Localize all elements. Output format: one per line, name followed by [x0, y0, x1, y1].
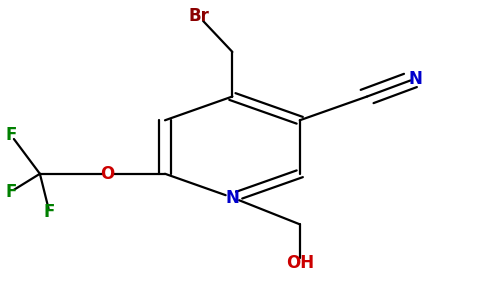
Text: O: O — [100, 165, 114, 183]
Text: F: F — [5, 183, 17, 201]
Text: F: F — [5, 126, 17, 144]
Text: F: F — [44, 203, 55, 221]
Text: N: N — [226, 189, 239, 207]
Text: Br: Br — [188, 7, 209, 25]
Text: N: N — [408, 70, 422, 88]
Text: OH: OH — [286, 254, 314, 272]
